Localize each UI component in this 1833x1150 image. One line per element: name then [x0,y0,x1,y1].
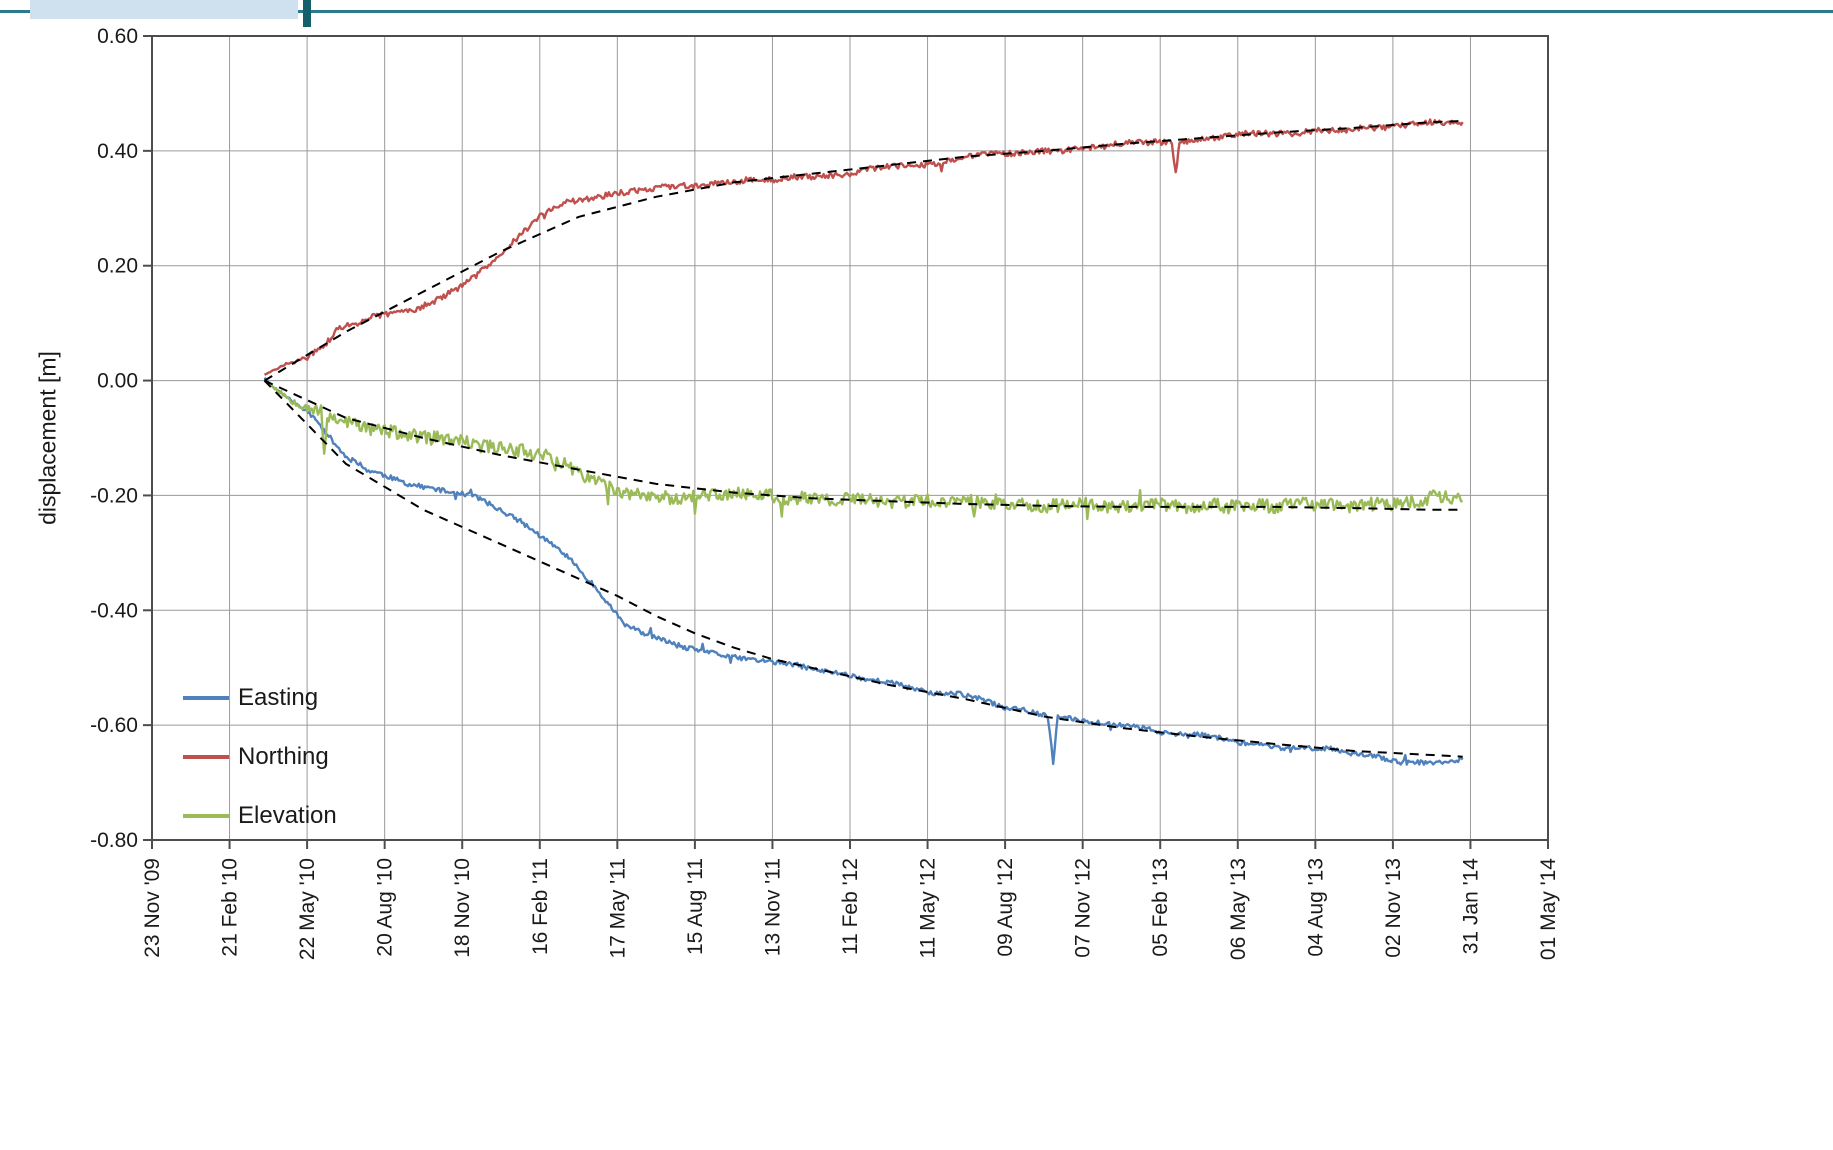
svg-text:22 May '10: 22 May '10 [296,858,319,960]
svg-text:18 Nov '10: 18 Nov '10 [451,858,474,958]
legend-item-northing: Northing [183,727,337,786]
svg-text:11 Feb '12: 11 Feb '12 [839,858,862,955]
svg-text:01 May '14: 01 May '14 [1537,858,1560,960]
svg-text:11 May '12: 11 May '12 [917,858,940,959]
svg-text:-0.60: -0.60 [90,714,138,737]
legend-label: Northing [238,742,329,770]
svg-text:02 Nov '13: 02 Nov '13 [1382,858,1405,958]
svg-text:-0.80: -0.80 [90,829,138,852]
svg-text:-0.40: -0.40 [90,599,138,622]
y-axis-title: displacement [m] [34,351,61,525]
svg-text:17 May '11: 17 May '11 [606,858,629,959]
svg-text:09 Aug '12: 09 Aug '12 [994,858,1017,957]
svg-text:20 Aug '10: 20 Aug '10 [374,858,397,957]
svg-text:23 Nov '09: 23 Nov '09 [141,858,164,958]
chrome-fragment-line [0,10,1833,13]
northing-line-swatch [183,754,229,759]
svg-text:21 Feb '10: 21 Feb '10 [219,858,242,957]
elevation-line-swatch [183,813,229,818]
svg-text:31 Jan '14: 31 Jan '14 [1459,858,1482,955]
svg-text:05 Feb '13: 05 Feb '13 [1149,858,1172,957]
svg-text:06 May '13: 06 May '13 [1227,858,1250,960]
chrome-fragment-divider [303,0,311,27]
svg-text:07 Nov '12: 07 Nov '12 [1072,858,1095,958]
svg-text:13 Nov '11: 13 Nov '11 [761,858,784,956]
svg-text:-0.20: -0.20 [90,484,138,507]
svg-text:04 Aug '13: 04 Aug '13 [1304,858,1327,957]
svg-text:15 Aug '11: 15 Aug '11 [684,858,707,955]
svg-text:0.60: 0.60 [97,25,138,48]
easting-line-swatch [183,695,229,700]
legend-item-elevation: Elevation [183,786,337,845]
chrome-fragment-toolbar [30,0,298,19]
svg-text:16 Feb '11: 16 Feb '11 [529,858,552,955]
svg-text:0.00: 0.00 [97,370,138,393]
legend-label: Easting [238,683,319,711]
svg-text:0.20: 0.20 [97,255,138,278]
legend-label: Elevation [238,801,337,829]
legend-item-easting: Easting [183,668,337,727]
legend: Easting Northing Elevation [183,668,337,845]
svg-text:0.40: 0.40 [97,140,138,163]
